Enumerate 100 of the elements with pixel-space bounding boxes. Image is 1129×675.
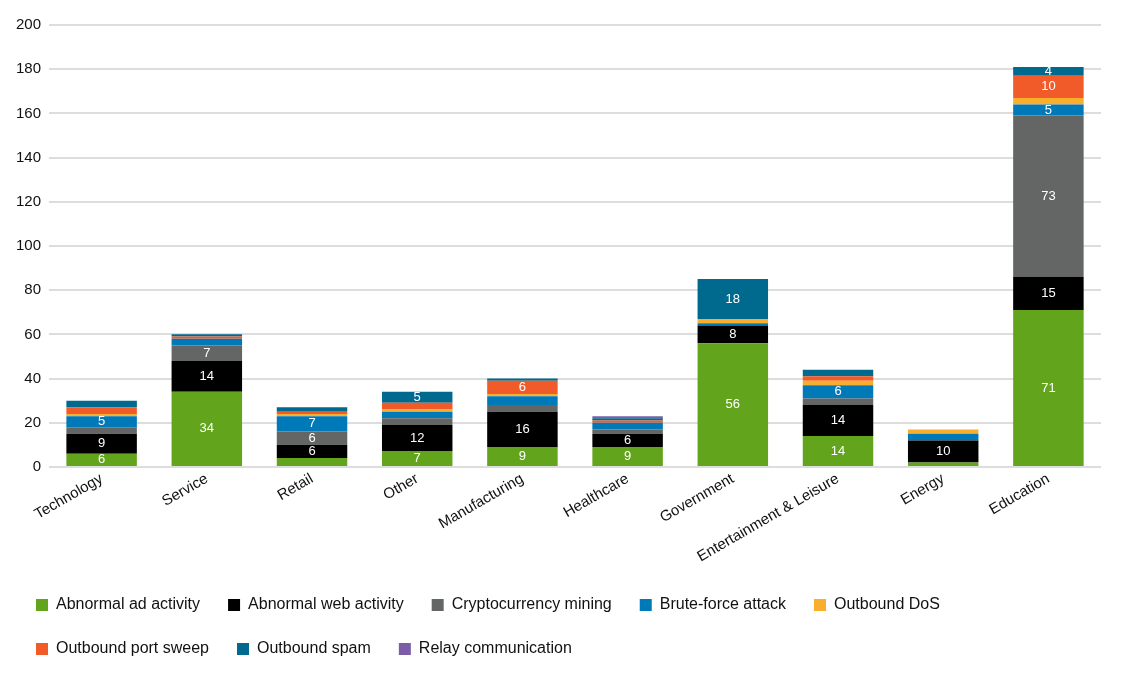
data-label: 14	[830, 412, 846, 428]
x-tick-label: Other	[379, 469, 421, 503]
data-label: 34	[199, 420, 215, 436]
bar	[1013, 104, 1084, 116]
bar	[802, 385, 874, 399]
bar	[1013, 276, 1084, 311]
data-label: 6	[98, 451, 106, 467]
bar	[592, 447, 663, 466]
data-label: 5	[98, 413, 106, 429]
y-tick-label: 140	[16, 147, 42, 165]
bar	[381, 391, 453, 403]
bar	[1013, 66, 1084, 76]
data-label: 5	[1044, 101, 1053, 117]
data-label: 9	[623, 448, 632, 464]
bar	[66, 413, 137, 417]
legend-label: Outbound DoS	[834, 595, 940, 613]
data-label: 18	[725, 290, 741, 306]
bar	[697, 343, 769, 466]
data-label: 7	[203, 344, 211, 360]
bar	[276, 444, 348, 459]
data-label: 16	[515, 420, 530, 436]
bar	[276, 458, 348, 466]
y-tick-label: 120	[16, 191, 42, 209]
bar	[487, 411, 558, 448]
bar	[487, 378, 558, 381]
bar	[381, 451, 453, 466]
bar	[907, 429, 979, 434]
bar	[381, 418, 453, 425]
data-label: 10	[1041, 78, 1056, 94]
data-label: 8	[729, 325, 737, 341]
bar	[171, 391, 243, 466]
bar	[697, 318, 769, 324]
data-label: 9	[98, 435, 106, 451]
bar	[697, 323, 769, 326]
data-label: 7	[413, 450, 421, 466]
bar	[697, 279, 769, 319]
bar	[907, 433, 979, 441]
bar	[592, 422, 663, 430]
y-tick-label: 180	[16, 59, 42, 77]
bar	[66, 416, 137, 428]
data-label: 56	[725, 396, 741, 412]
bar	[66, 400, 137, 408]
bar	[381, 424, 453, 452]
legend-label: Abnormal ad activity	[56, 595, 201, 613]
bar	[1013, 75, 1084, 98]
y-tick-label: 40	[24, 368, 42, 386]
bar	[802, 380, 874, 386]
y-tick-label: 80	[24, 280, 42, 298]
legend-label: Abnormal web activity	[248, 595, 404, 613]
bar	[697, 325, 769, 344]
legend-label: Brute-force attack	[659, 595, 788, 613]
data-label: 6	[518, 378, 527, 394]
bar	[592, 433, 663, 448]
bar	[276, 416, 348, 432]
data-label: 5	[413, 388, 421, 404]
bar	[171, 360, 243, 392]
bar	[171, 345, 243, 361]
legend-label: Outbound spam	[256, 639, 371, 657]
data-label: 10	[935, 443, 951, 459]
bar	[487, 447, 558, 466]
bar	[381, 411, 453, 419]
y-tick-label: 0	[32, 457, 42, 475]
bar	[171, 338, 243, 346]
bar	[802, 376, 874, 381]
bar	[487, 396, 558, 406]
y-tick-label: 100	[16, 236, 42, 254]
bar	[802, 436, 874, 466]
bar	[66, 407, 137, 414]
legend-label: Relay communication	[418, 639, 572, 657]
bar	[381, 409, 453, 412]
bar	[802, 369, 874, 377]
y-tick-label: 200	[16, 15, 42, 33]
data-label: 7	[308, 415, 316, 431]
bar	[1013, 115, 1084, 277]
bar	[487, 380, 558, 395]
bar	[487, 394, 558, 397]
bar	[66, 433, 137, 454]
bar	[487, 405, 558, 412]
data-label: 6	[308, 429, 316, 445]
data-label: 73	[1041, 187, 1056, 203]
bar	[1013, 97, 1084, 105]
bar	[802, 398, 874, 406]
legend-label: Cryptocurrency mining	[451, 595, 612, 613]
data-label: 6	[834, 383, 842, 399]
data-label: 71	[1041, 379, 1056, 395]
data-label: 6	[623, 432, 632, 448]
data-label: 4	[1044, 62, 1053, 78]
bar	[66, 453, 137, 466]
data-label: 15	[1041, 285, 1056, 301]
bar	[66, 427, 137, 434]
bar	[907, 440, 979, 463]
bar	[276, 431, 348, 445]
data-label: 14	[830, 442, 846, 458]
bar	[1013, 310, 1084, 466]
bar	[802, 405, 874, 437]
y-tick-label: 60	[24, 324, 42, 342]
bar	[381, 402, 453, 410]
legend-label: Outbound port sweep	[56, 639, 210, 657]
y-tick-label: 20	[24, 412, 42, 430]
data-label: 14	[199, 367, 215, 383]
